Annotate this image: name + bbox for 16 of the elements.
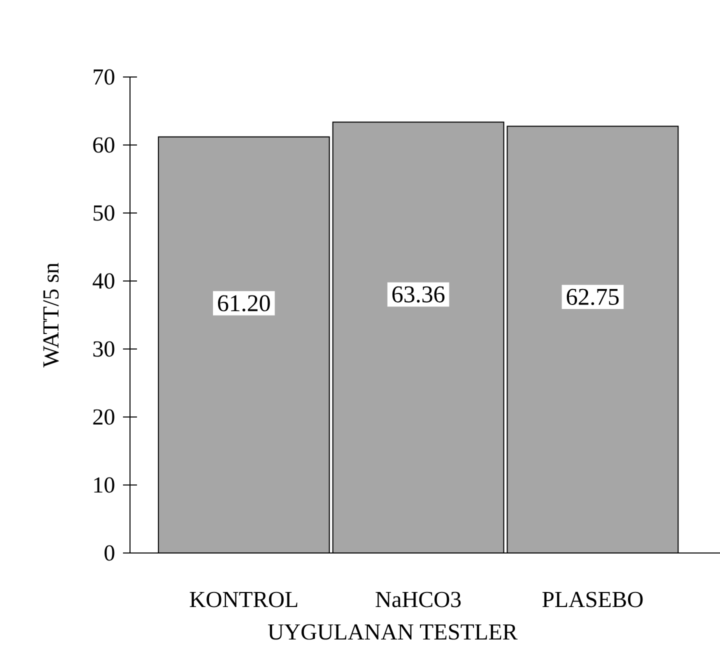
y-tick-label: 20 xyxy=(93,409,114,425)
data-label: 62.75 xyxy=(566,288,619,306)
y-tick-label: 10 xyxy=(94,477,114,493)
y-tick-label: 50 xyxy=(94,205,114,221)
data-label: 61.20 xyxy=(218,295,270,312)
y-tick-label: 30 xyxy=(93,341,114,357)
data-label: 63.36 xyxy=(392,286,444,303)
x-tick-label: KONTROL xyxy=(190,592,298,608)
y-axis-title: WATT/5 sn xyxy=(43,262,59,368)
y-tick-label: 70 xyxy=(94,69,114,85)
x-tick-label: PLASEBO xyxy=(542,592,643,608)
y-tick-label: 60 xyxy=(93,137,114,153)
x-tick-label: NaHCO3 xyxy=(376,592,461,608)
y-tick-label: 40 xyxy=(92,273,114,289)
x-axis-title: UYGULANAN TESTLER xyxy=(268,624,518,640)
y-tick-label: 0 xyxy=(104,545,114,561)
